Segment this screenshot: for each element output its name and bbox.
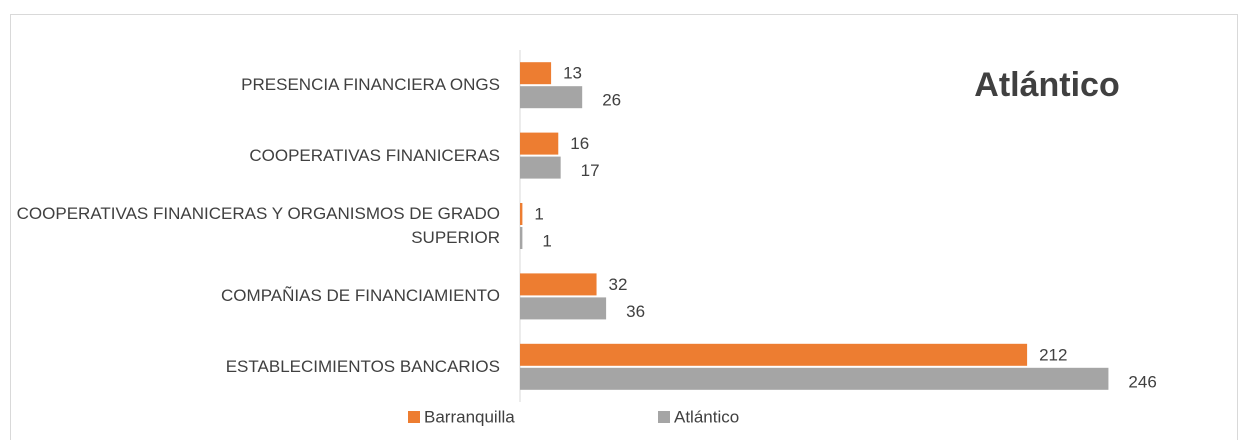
legend-label: Barranquilla [424,407,515,426]
chart-border [10,14,1238,440]
category-label: PRESENCIA FINANCIERA ONGS [241,75,500,95]
bar [520,156,561,179]
value-label: 26 [602,91,621,110]
value-label: 1 [534,204,543,223]
category-label: COMPAÑIAS DE FINANCIAMIENTO [221,286,500,306]
bar [520,62,552,85]
bar [520,297,607,320]
bar [520,273,597,296]
value-label: 212 [1039,345,1067,364]
bar [520,132,559,155]
bar [520,367,1109,390]
value-label: 32 [609,275,628,294]
value-label: 1 [542,231,551,250]
category-label: ESTABLECIMIENTOS BANCARIOS [225,356,500,376]
bar [520,227,523,249]
value-label: 16 [570,134,589,153]
chart-title: Atlántico [974,66,1119,104]
category-label: COOPERATIVAS FINANICERAS [249,145,500,165]
bar [520,86,583,109]
value-label: 17 [581,161,600,180]
legend-label: Atlántico [674,407,739,426]
value-label: 36 [626,302,645,321]
category-label: COOPERATIVAS FINANICERAS Y ORGANISMOS DE… [16,204,500,247]
legend-swatch [658,411,670,423]
bar [520,203,523,225]
value-label: 246 [1128,372,1156,391]
value-label: 13 [563,64,582,83]
bar [520,343,1028,366]
legend-swatch [408,411,420,423]
